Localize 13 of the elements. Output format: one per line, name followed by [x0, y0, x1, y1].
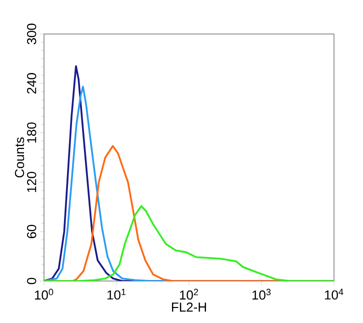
y-tick-label: 240	[27, 73, 36, 94]
y-tick-label: 300	[27, 24, 36, 44]
y-axis-title: Counts	[14, 137, 24, 178]
x-tick-label: 10$^{2}$	[180, 288, 198, 300]
x-tick-label: 10$^{3}$	[252, 288, 271, 300]
x-axis-title: FL2-H	[172, 302, 206, 312]
x-tick-label: 10$^{1}$	[107, 288, 126, 300]
x-tick-label: 10$^{0}$	[34, 288, 54, 300]
y-tick-label: 180	[27, 122, 36, 143]
y-tick-label: 60	[27, 224, 36, 238]
y-tick-label: 120	[27, 172, 36, 192]
x-tick-label: 10$^{4}$	[324, 288, 344, 300]
y-tick-label: 0	[27, 278, 36, 284]
